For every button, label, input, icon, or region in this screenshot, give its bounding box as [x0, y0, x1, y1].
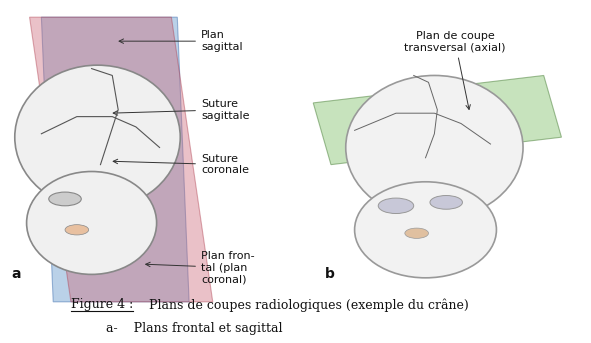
- Ellipse shape: [378, 198, 414, 213]
- Polygon shape: [41, 17, 189, 302]
- Text: Suture
coronale: Suture coronale: [113, 154, 249, 175]
- Text: Plan fron-
tal (plan
coronal): Plan fron- tal (plan coronal): [146, 251, 255, 284]
- Ellipse shape: [65, 225, 89, 235]
- Polygon shape: [313, 75, 561, 165]
- Text: b: b: [325, 267, 335, 281]
- Text: Plans de coupes radiologiques (exemple du crâne): Plans de coupes radiologiques (exemple d…: [145, 298, 469, 312]
- Ellipse shape: [355, 182, 496, 278]
- Ellipse shape: [48, 192, 82, 206]
- Ellipse shape: [346, 75, 523, 220]
- Text: a-    Plans frontal et sagittal: a- Plans frontal et sagittal: [106, 322, 283, 335]
- Text: a: a: [12, 267, 21, 281]
- Ellipse shape: [27, 172, 157, 274]
- Ellipse shape: [405, 228, 428, 238]
- Ellipse shape: [15, 65, 180, 209]
- Text: Suture
sagittale: Suture sagittale: [113, 99, 249, 120]
- Ellipse shape: [430, 196, 462, 209]
- Polygon shape: [30, 17, 213, 302]
- Text: Figure 4 :: Figure 4 :: [71, 298, 133, 311]
- Text: Plan de coupe
transversal (axial): Plan de coupe transversal (axial): [404, 31, 506, 109]
- Text: Plan
sagittal: Plan sagittal: [119, 31, 242, 52]
